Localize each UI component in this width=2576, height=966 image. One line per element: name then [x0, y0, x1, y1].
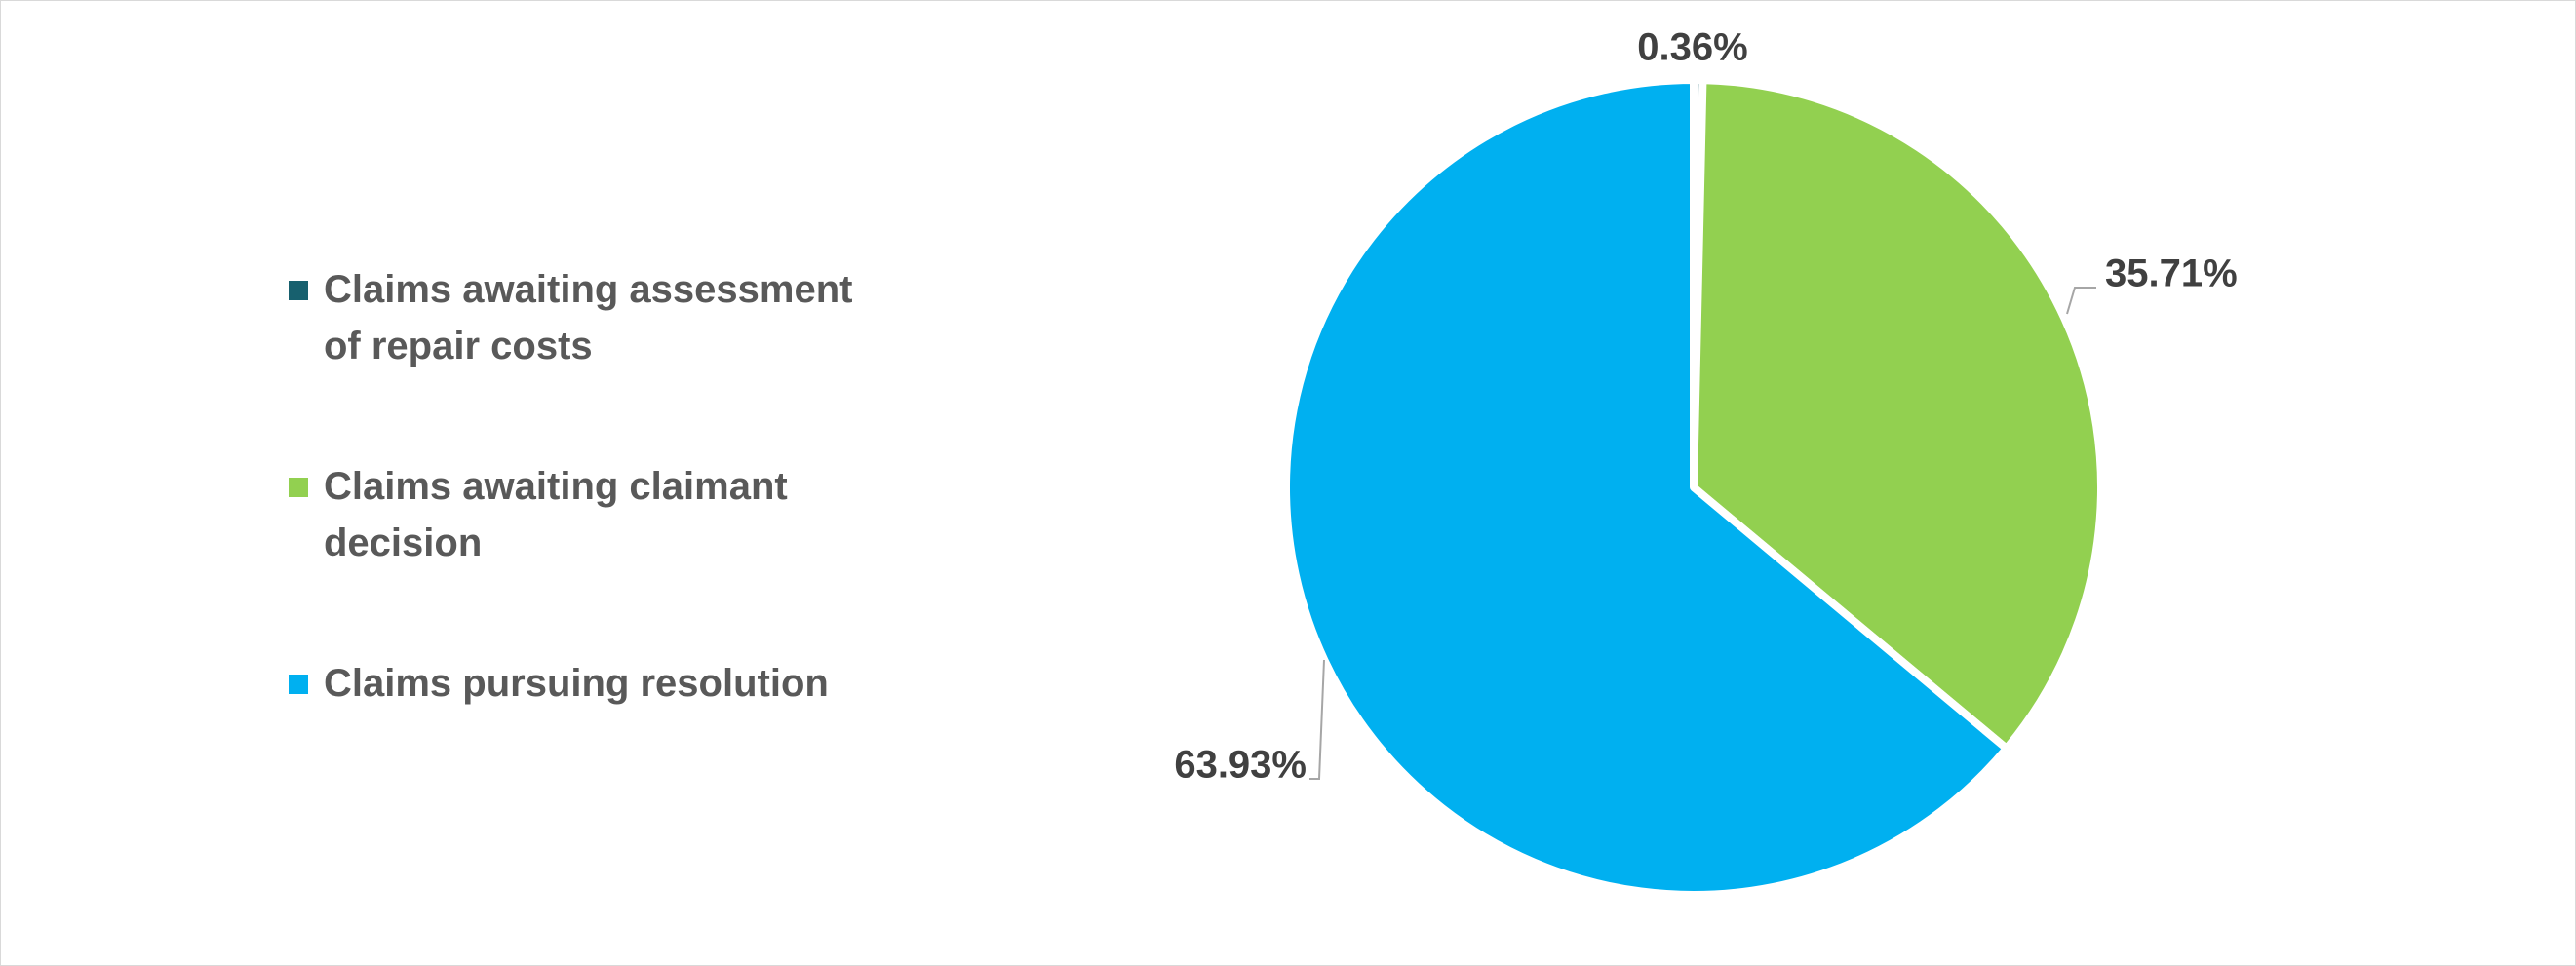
leader-line [2066, 287, 2096, 315]
data-label: 0.36% [1637, 26, 1747, 69]
legend-label: Claims pursuing resolution [324, 662, 829, 705]
pie-slice [1690, 76, 2105, 753]
legend-swatch [289, 675, 308, 694]
legend-item: Claims pursuing resolution [289, 655, 874, 712]
leader-line [1309, 659, 1325, 780]
data-label: 35.71% [2105, 252, 2238, 295]
legend-label: Claims awaiting claimant decision [324, 465, 788, 564]
data-label: 63.93% [1174, 744, 1307, 787]
legend-swatch [289, 281, 308, 300]
legend-item: Claims awaiting claimant decision [289, 458, 874, 571]
legend-item: Claims awaiting assessment of repair cos… [289, 261, 874, 374]
legend: Claims awaiting assessment of repair cos… [289, 261, 874, 795]
legend-swatch [289, 478, 308, 497]
legend-label: Claims awaiting assessment of repair cos… [324, 268, 853, 367]
